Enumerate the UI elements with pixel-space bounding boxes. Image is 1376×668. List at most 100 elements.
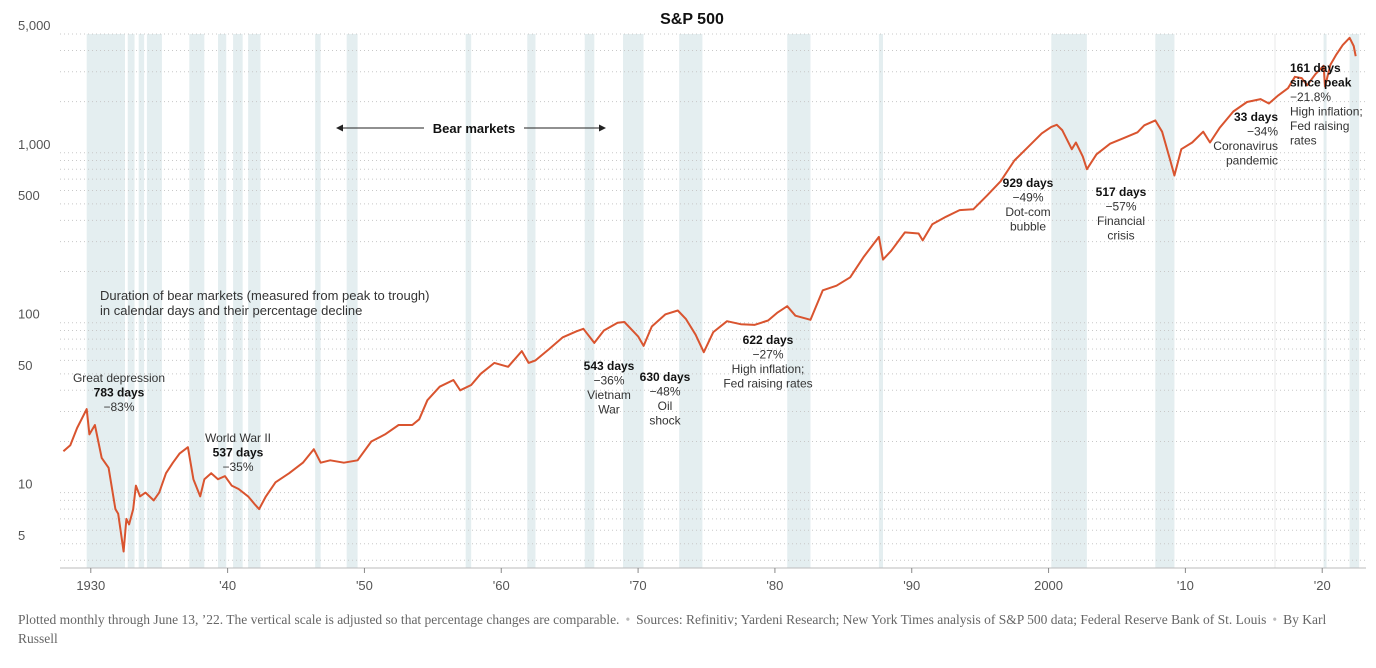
annotation-line: −34%: [1247, 125, 1278, 139]
x-tick-label: '20: [1314, 578, 1331, 593]
annotation: 630 days −48% Oil shock: [640, 370, 691, 428]
annotation: 929 days −49% Dot-com bubble: [1003, 176, 1054, 234]
annotation-line: Dot-com: [1005, 205, 1050, 219]
bear-market-band: [787, 34, 811, 568]
sp500-chart: 5,000 1,000 500 100 50 10 5 1930 '40 '50 '60 '70 '8…: [18, 11, 1366, 593]
annotation-line: 537 days: [213, 446, 264, 460]
annotation-line: 517 days: [1096, 185, 1147, 199]
annotation-line: Financial: [1097, 214, 1145, 228]
annotation-line: 543 days: [584, 359, 635, 373]
bear-markets-label: Bear markets: [433, 121, 515, 136]
annotation-line: −36%: [593, 374, 624, 388]
annotation-line: since peak: [1290, 76, 1352, 90]
bear-market-band: [1155, 34, 1175, 568]
annotation-line: −49%: [1012, 191, 1043, 205]
annotation-line: 783 days: [94, 386, 145, 400]
arrow-left-icon: [336, 124, 343, 132]
bear-market-band: [218, 34, 227, 568]
bear-market-band: [584, 34, 595, 568]
annotation-line: −57%: [1105, 200, 1136, 214]
annotation-line: 161 days: [1290, 61, 1341, 75]
annotations: Great depression 783 days −83% World War II…: [73, 61, 1363, 474]
annotation-line: High inflation;: [1290, 105, 1363, 119]
footer-note: Plotted monthly through June 13, ’22. Th…: [18, 612, 620, 627]
x-tick-label: '80: [766, 578, 783, 593]
y-tick-label: 5,000: [18, 18, 51, 33]
annotation: World War II 537 days −35%: [205, 431, 271, 474]
note-line-1: Duration of bear markets (measured from …: [100, 288, 429, 303]
bear-market-bands: [86, 34, 1360, 568]
annotation-line: World War II: [205, 431, 271, 445]
annotation-line: Oil: [658, 399, 673, 413]
annotation-line: 630 days: [640, 370, 691, 384]
bear-market-band: [233, 34, 243, 568]
separator-dot: •: [625, 612, 631, 627]
bear-markets-legend: Bear markets: [336, 121, 606, 136]
y-gridlines: [60, 33, 1366, 561]
x-tick-label: '70: [630, 578, 647, 593]
annotation: 33 days −34% Coronavirus pandemic: [1213, 110, 1278, 168]
bear-market-band: [527, 34, 536, 568]
note-line-2: in calendar days and their percentage de…: [100, 303, 362, 318]
y-tick-label: 1,000: [18, 137, 51, 152]
annotation-line: 929 days: [1003, 176, 1054, 190]
sp500-line: [62, 36, 1357, 553]
y-tick-label: 500: [18, 188, 40, 203]
annotation-line: Fed raising rates: [723, 377, 812, 391]
x-tick-label: '10: [1177, 578, 1194, 593]
y-tick-label: 10: [18, 477, 32, 492]
arrow-right-icon: [599, 124, 606, 132]
bear-market-band: [878, 34, 884, 568]
y-tick-label: 5: [18, 528, 25, 543]
annotation-line: crisis: [1107, 229, 1134, 243]
annotation-line: −35%: [222, 460, 253, 474]
bear-market-band: [1349, 34, 1360, 568]
bear-market-band: [315, 34, 321, 568]
annotation: 161 days since peak −21.8% High inflation; F…: [1290, 61, 1363, 148]
x-tick-label: '60: [493, 578, 510, 593]
annotation: 517 days −57% Financial crisis: [1096, 185, 1147, 243]
bear-market-band: [1323, 34, 1327, 568]
annotation-line: High inflation;: [732, 362, 805, 376]
bear-market-band: [189, 34, 205, 568]
annotation-line: Vietnam: [587, 388, 631, 402]
annotation-line: pandemic: [1226, 154, 1278, 168]
annotation-line: War: [598, 403, 620, 417]
bear-market-band: [127, 34, 135, 568]
annotation-line: Coronavirus: [1213, 139, 1278, 153]
chart-title: S&P 500: [660, 11, 724, 28]
x-tick-label: 2000: [1034, 578, 1063, 593]
y-tick-labels: 5,000 1,000 500 100 50 10 5: [18, 18, 51, 543]
annotation-line: −27%: [752, 348, 783, 362]
annotation-line: 33 days: [1234, 110, 1278, 124]
annotation-line: Fed raising: [1290, 119, 1349, 133]
bear-market-band: [465, 34, 472, 568]
footer-byline: By Karl Russell: [18, 612, 1327, 646]
annotation-line: rates: [1290, 134, 1317, 148]
annotation-line: −83%: [103, 400, 134, 414]
bear-market-band: [623, 34, 644, 568]
annotation-line: shock: [649, 414, 681, 428]
annotation-line: Great depression: [73, 371, 165, 385]
separator-dot: •: [1272, 612, 1278, 627]
x-tick-label: '50: [356, 578, 373, 593]
annotation-line: bubble: [1010, 220, 1046, 234]
bear-market-band: [1051, 34, 1087, 568]
annotation-line: −48%: [649, 385, 680, 399]
bear-market-band: [86, 34, 125, 568]
y-tick-label: 100: [18, 307, 40, 322]
bear-market-band: [138, 34, 145, 568]
annotation: 543 days −36% Vietnam War: [584, 359, 635, 417]
x-tick-labels: 1930 '40 '50 '60 '70 '80 '90 2000 '10 '20: [76, 568, 1331, 593]
annotation: Great depression 783 days −83%: [73, 371, 165, 414]
annotation-line: 622 days: [743, 333, 794, 347]
x-tick-label: '40: [219, 578, 236, 593]
footer-sources: Sources: Refinitiv; Yardeni Research; Ne…: [636, 612, 1267, 627]
annotation: 622 days −27% High inflation; Fed raising r…: [723, 333, 812, 391]
bear-market-band: [679, 34, 703, 568]
annotation-line: −21.8%: [1290, 90, 1331, 104]
x-tick-label: 1930: [76, 578, 105, 593]
bear-market-band: [248, 34, 261, 568]
bear-market-band: [146, 34, 162, 568]
footer: Plotted monthly through June 13, ’22. Th…: [18, 610, 1358, 648]
